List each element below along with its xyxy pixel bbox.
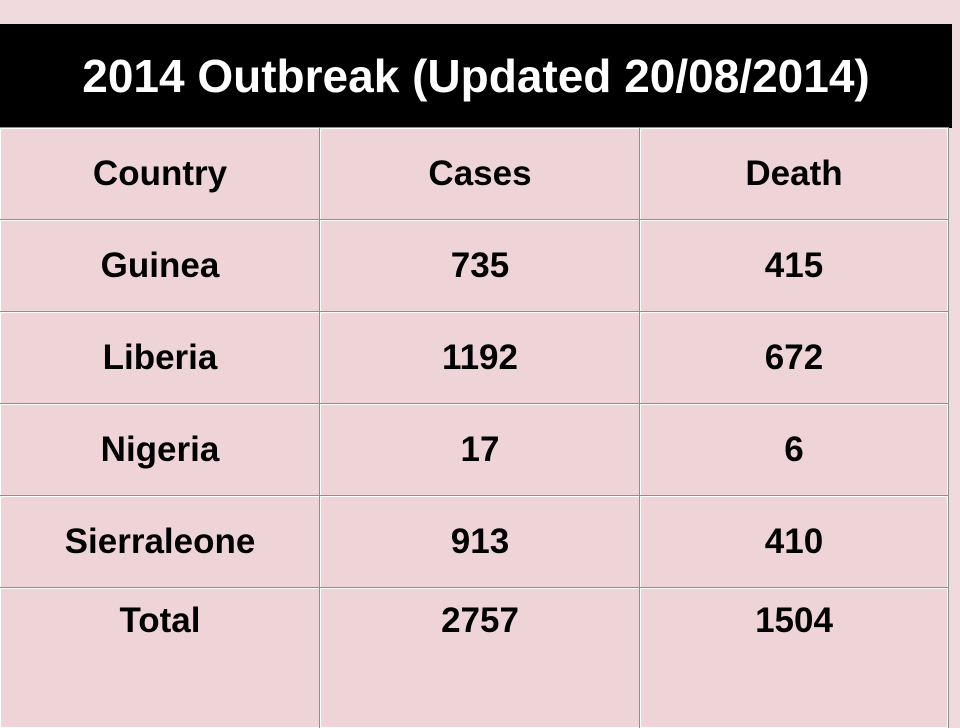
- header-cell: Death: [639, 127, 949, 221]
- table-cell: 672: [639, 311, 949, 405]
- table-cell: Sierraleone: [0, 495, 321, 589]
- table-cell: Total: [0, 587, 321, 728]
- table-cell: 415: [639, 219, 949, 313]
- table-cell: 1504: [639, 587, 949, 728]
- table-cell: Nigeria: [0, 403, 321, 497]
- table: Country Cases Death Guinea 735 415 Liberia 1192…: [0, 127, 949, 728]
- table-cell: Guinea: [0, 219, 321, 313]
- table-cell: Liberia: [0, 311, 321, 405]
- table-cell: 410: [639, 495, 949, 589]
- table-cell: 2757: [319, 587, 641, 728]
- header-cell: Country: [0, 127, 321, 221]
- title-bar: 2014 Outbreak (Updated 20/08/2014): [0, 24, 952, 128]
- table-cell: 17: [319, 403, 641, 497]
- table-cell: 913: [319, 495, 641, 589]
- table-cell: 735: [319, 219, 641, 313]
- table-cell: 1192: [319, 311, 641, 405]
- header-cell: Cases: [319, 127, 641, 221]
- table-cell: 6: [639, 403, 949, 497]
- title: 2014 Outbreak (Updated 20/08/2014): [82, 50, 870, 102]
